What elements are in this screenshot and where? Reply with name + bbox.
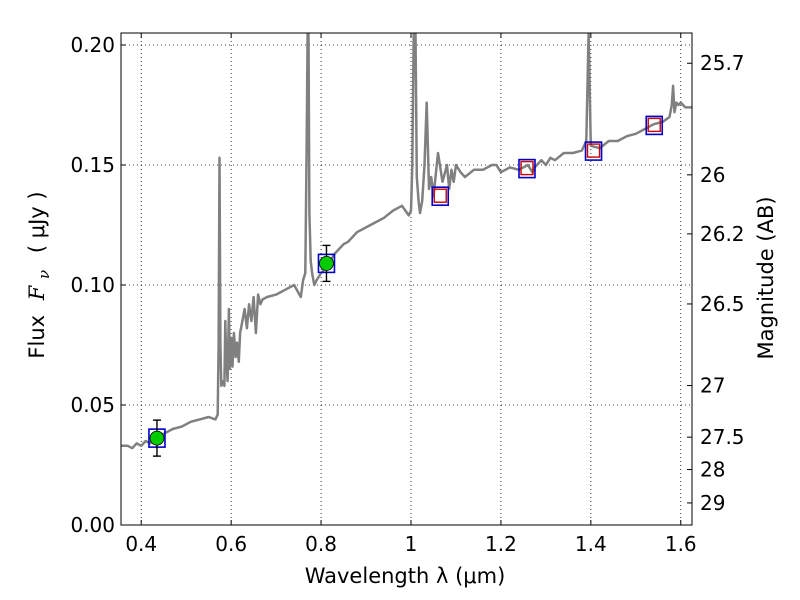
model-photometry-point [645, 115, 664, 136]
observed-detection-point [149, 430, 165, 446]
y-axis-label-subscript: ν [35, 270, 53, 279]
observed-detection-point [319, 255, 334, 271]
model-photometry-point [431, 186, 450, 206]
x-tick-label: 0.8 [305, 532, 337, 556]
y-axis-label-text: Flux [25, 315, 49, 359]
y-tick-label: 0.05 [70, 393, 115, 417]
observed-point [520, 160, 534, 176]
y-tick-label: 0.15 [70, 153, 115, 177]
tick-layer: 0.4 0.6 0.8 1 1.2 1.4 1.6 0.00 0.05 0.10 0.15 0.20 2… [70, 33, 745, 556]
spectrum-layer [121, 33, 692, 450]
y-axis-label-left: Flux F ν ( μJy ) [25, 191, 54, 358]
y-tick-label: 0.10 [70, 273, 115, 297]
y-axis-label-unit: ( μJy ) [25, 191, 49, 253]
mag-tick-label: 26 [700, 163, 725, 187]
model-photometry-point [584, 141, 603, 161]
mag-tick-label: 25.7 [700, 51, 745, 75]
observed-point [586, 143, 601, 158]
y-axis-label-symbol: F [25, 284, 49, 301]
mag-tick-label: 26.2 [700, 222, 745, 246]
model-photometry-point [518, 158, 536, 179]
x-tick-label: 1.2 [485, 532, 517, 556]
mag-tick-label: 27 [700, 374, 725, 398]
grid-lines [121, 33, 692, 525]
y-tick-label: 0.00 [70, 513, 115, 537]
x-tick-label: 0.4 [125, 532, 157, 556]
mag-tick-label: 28 [700, 458, 725, 482]
x-tick-label: 1.4 [575, 532, 607, 556]
x-tick-label: 0.6 [215, 532, 247, 556]
x-tick-label: 1 [405, 532, 418, 556]
mag-tick-label: 27.5 [700, 425, 745, 449]
y-axis-label-right: Magnitude (AB) [754, 196, 778, 359]
spectrum-line [121, 33, 692, 450]
x-tick-label: 1.6 [665, 532, 697, 556]
x-axis-label: Wavelength λ (μm) [305, 564, 506, 588]
observed-point [433, 188, 447, 203]
y-tick-label: 0.20 [70, 33, 115, 57]
mag-tick-label: 26.5 [700, 292, 745, 316]
plot-frame [120, 32, 693, 526]
mag-tick-label: 29 [700, 491, 725, 515]
photometry-layer [148, 115, 664, 457]
observed-point [647, 117, 661, 133]
